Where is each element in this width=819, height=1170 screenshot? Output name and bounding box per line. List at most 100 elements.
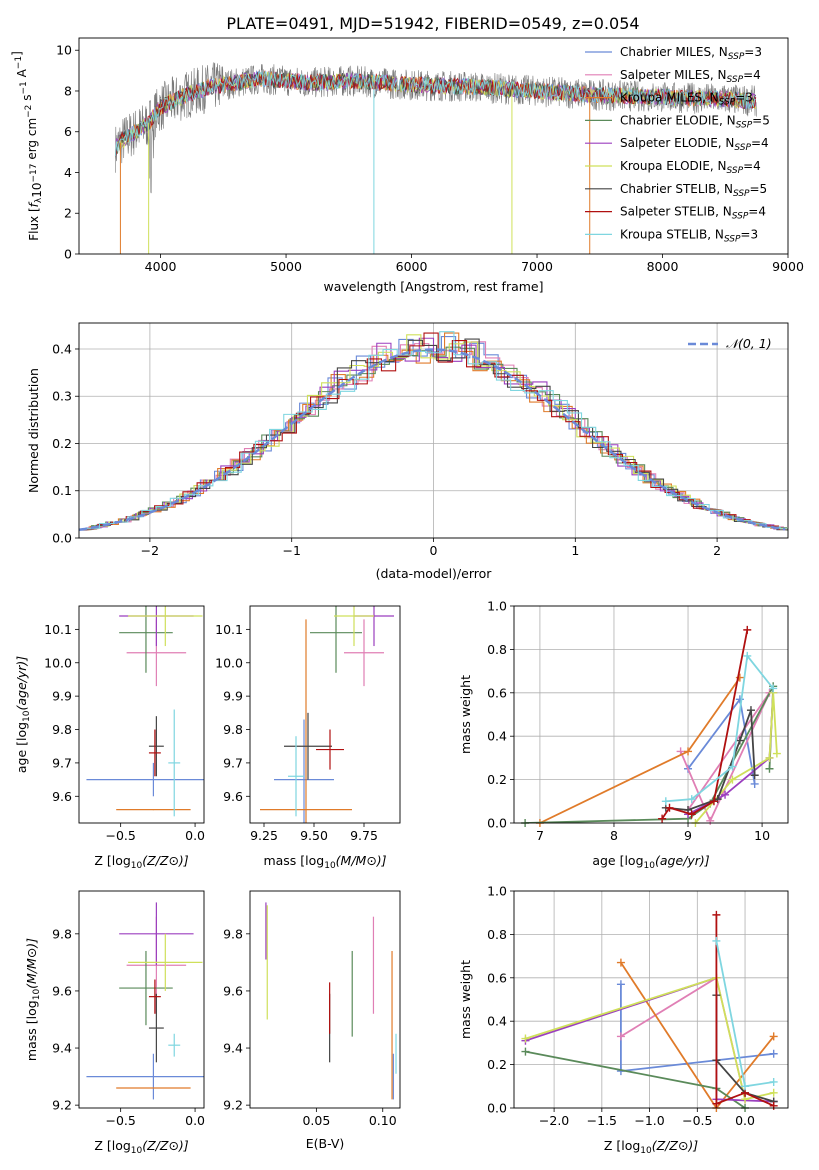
label-part: SSP: [727, 75, 744, 85]
errorbar-point: [288, 736, 304, 817]
axes-frame: [513, 605, 789, 824]
mass_vs_Z-axes: −0.5 0.0 9.2 9.4 9.6 9.8: [52, 926, 205, 1128]
x-tick-label: 0.10: [369, 1113, 397, 1128]
legend-entry: Salpeter ELODIE, NSSP=4: [620, 136, 769, 153]
y-tick-label: 0.4: [52, 341, 72, 356]
x-tick-label: 10: [754, 828, 770, 843]
y-tick-label: 9.6: [223, 789, 243, 804]
label-part: −1: [14, 56, 24, 69]
label-part: 10: [32, 989, 42, 1001]
x-tick-label: 9.25: [250, 828, 278, 843]
label-part: f: [27, 201, 41, 207]
x-axis-label: (data-model)/error: [376, 566, 493, 581]
label-part: erg cm: [25, 118, 39, 164]
x-axis-label: Z [log10(Z/Z⊙)]: [604, 1138, 698, 1156]
mass-weight-marker: [765, 764, 774, 773]
errorbar-point: [86, 1053, 204, 1100]
x-tick-label: 6000: [396, 259, 428, 274]
y-tick-label: 0.1: [52, 483, 72, 498]
y-tick-label: 9.7: [223, 755, 243, 770]
mass-weight-marker: [712, 910, 721, 919]
mass_vs_EBV-axes: 0.05 0.10 9.2 9.4 9.6 9.8: [223, 926, 397, 1128]
label-part: 10: [131, 1146, 143, 1156]
errorbar-point: [148, 993, 164, 1063]
mass-weight-line-kroupa-elodie: [525, 976, 774, 1101]
mass-weight-marker: [765, 753, 774, 762]
mass-weight-marker: [769, 684, 778, 693]
y-tick-label: 9.8: [52, 722, 72, 737]
label-part: −2: [24, 105, 34, 118]
histogram-kroupa-miles: [79, 332, 788, 531]
y-tick-label: 9.8: [223, 722, 243, 737]
label-part: mass [log: [263, 853, 324, 868]
y-tick-label: 9.6: [223, 983, 243, 998]
errorbar-point: [260, 619, 352, 823]
y-tick-label: 0.4: [487, 1014, 507, 1029]
x-tick-label: 9.50: [300, 828, 328, 843]
mass-weight-marker: [769, 1101, 778, 1110]
y-tick-label: 9.9: [52, 689, 72, 704]
mass-weight-marker: [735, 695, 744, 704]
errorbar-point: [316, 729, 344, 770]
label-part: Z [log: [604, 1138, 640, 1153]
y-tick-label: 0: [64, 247, 72, 262]
mass-weight-marker: [709, 797, 718, 806]
axes-frame: [249, 605, 401, 824]
label-part: =3: [740, 227, 758, 241]
x-axis-label: Z [log10(Z/Z⊙)]: [94, 1138, 188, 1156]
errorbar-point: [116, 809, 191, 811]
errorbar-point: [128, 933, 203, 991]
mass-weight-line-salpeter-stelib: [715, 914, 775, 1107]
errorbar-point: [128, 606, 203, 647]
errorbar-point: [148, 716, 164, 777]
y-tick-label: 10.1: [44, 622, 72, 637]
y-tick-label: 0.4: [487, 729, 507, 744]
label-part: mass [log: [24, 1000, 39, 1061]
mass-weight-marker: [684, 747, 693, 756]
mass-weight-marker: [728, 775, 737, 784]
errorbar-point: [119, 902, 194, 966]
x-tick-label: 0.05: [302, 1113, 330, 1128]
mass-weight-marker: [769, 1032, 778, 1041]
y-tick-label: 9.4: [52, 1041, 72, 1056]
label-part: s: [20, 94, 34, 104]
label-part: (Z/Z⊙)]: [652, 1138, 699, 1153]
label-part: =4: [743, 68, 761, 82]
label-part: (Z/Z⊙)]: [142, 1138, 189, 1153]
x-tick-label: 5000: [270, 259, 302, 274]
label-part: Kroupa MILES, N: [620, 91, 719, 105]
mass-weight-marker: [687, 810, 696, 819]
errorbar-point: [168, 709, 181, 817]
mass-weight-line-kroupa-miles: [620, 962, 775, 1108]
legend-entry: Kroupa ELODIE, NSSP=4: [620, 159, 761, 176]
mass-weight-marker: [746, 706, 755, 715]
y-tick-label: 9.8: [52, 926, 72, 941]
legend-entry: Salpeter MILES, NSSP=4: [620, 68, 761, 85]
axes-frame: [78, 890, 205, 1109]
plot-layer: 4000 5000 6000 7000 8000 90000246810wavelengt…: [10, 37, 804, 1156]
y-tick-label: 0.8: [487, 642, 507, 657]
x-tick-label: −2: [141, 543, 159, 558]
y-axis-label: Flux [fλ10−17 erg cm−2 s−1 A−1]: [10, 51, 44, 241]
x-tick-label: −0.5: [105, 828, 135, 843]
label-part: =4: [748, 205, 766, 219]
x-axis-label: wavelength [Angstrom, rest frame]: [323, 279, 543, 294]
y-axis-label: mass weight: [458, 675, 473, 754]
label-part: 10: [324, 861, 336, 871]
label-part: =5: [750, 182, 768, 196]
mass-weight-marker: [712, 936, 721, 945]
mass-weight-marker: [750, 771, 759, 780]
legend-entry: Salpeter STELIB, NSSP=4: [620, 205, 766, 222]
y-tick-label: 9.4: [223, 1041, 243, 1056]
axes-frame: [249, 890, 401, 1109]
y-tick-label: 9.7: [52, 755, 72, 770]
label-part: age [log: [592, 853, 643, 868]
axes-frame: [513, 890, 789, 1109]
x-tick-label: 8: [610, 828, 618, 843]
label-part: Z [log: [94, 1138, 130, 1153]
y-tick-label: 9.6: [52, 789, 72, 804]
legend-entry: Chabrier MILES, NSSP=3: [620, 45, 762, 62]
y-axis-label: age [log10(age/yr)]: [14, 656, 32, 773]
y-axis-label: Normed distribution: [26, 368, 41, 493]
